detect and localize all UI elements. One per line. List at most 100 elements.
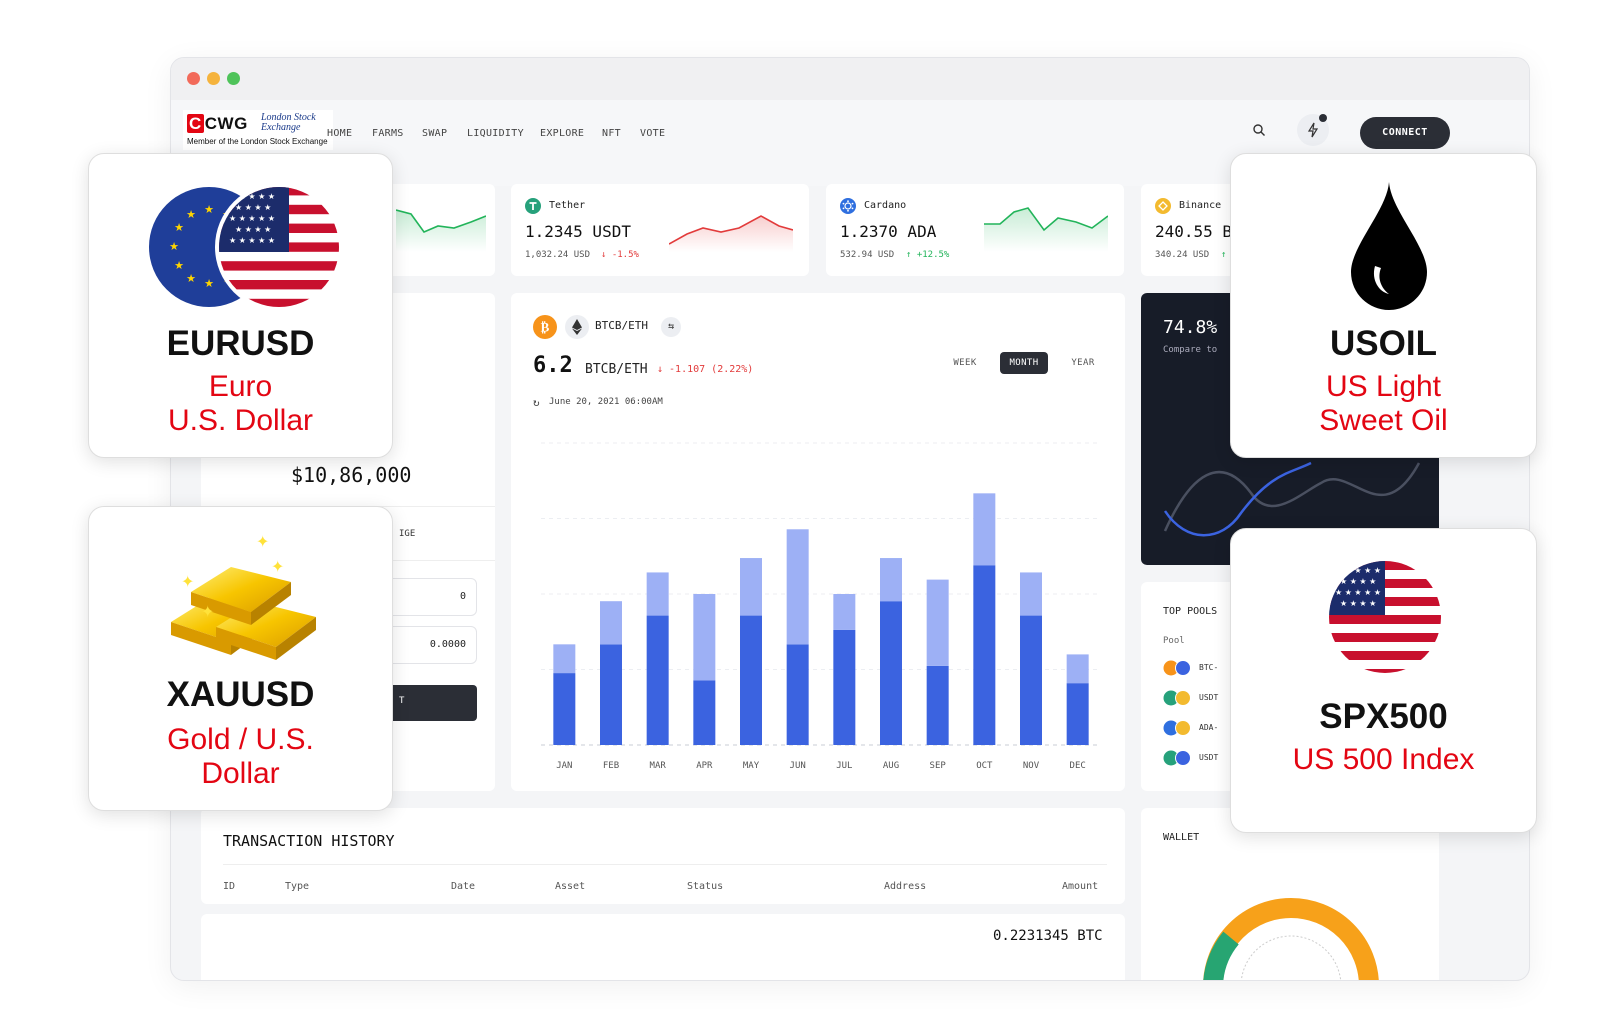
swap-tab-label[interactable]: IGE: [399, 529, 416, 539]
svg-text:★ ★ ★ ★ ★: ★ ★ ★ ★ ★: [1335, 588, 1381, 597]
svg-text:★ ★ ★ ★ ★: ★ ★ ★ ★ ★: [229, 236, 275, 245]
coin-usd-value: 1,032.24 USD: [525, 250, 591, 260]
ticker-card-tether[interactable]: Tether 1.2345 USDT 1,032.24 USD ↓ -1.5%: [511, 184, 809, 276]
logo-main-text: C CWG: [187, 114, 248, 133]
bar-apr-series-2[interactable]: [693, 594, 716, 681]
coin-name: Tether: [549, 200, 586, 211]
search-icon[interactable]: [1252, 122, 1266, 141]
bar-oct-series-1[interactable]: [973, 565, 996, 745]
tether-icon: [525, 198, 541, 214]
swap-pair-icon[interactable]: ⇆: [661, 317, 681, 337]
bar-feb-series-2[interactable]: [600, 601, 622, 645]
transaction-history-title: TRANSACTION HISTORY: [223, 832, 395, 850]
logo-subtitle: Member of the London Stock Exchange: [187, 137, 328, 146]
bar-jul-series-1[interactable]: [833, 629, 856, 745]
column-header-asset[interactable]: Asset: [555, 881, 586, 892]
pool-pair-icon: [1163, 720, 1191, 736]
bar-feb-series-1[interactable]: [600, 644, 622, 745]
pool-pair-icon: [1163, 690, 1191, 706]
pool-row[interactable]: ADA-: [1163, 720, 1218, 740]
xauusd-card[interactable]: ✦ ✦ ✦ ✦ XAUUSD Gold / U.S. Dollar: [88, 506, 393, 811]
bar-nov-series-1[interactable]: [1020, 615, 1042, 745]
bar-dec-series-2[interactable]: [1066, 654, 1089, 684]
pool-row[interactable]: USDT: [1163, 690, 1218, 710]
bar-jan-series-2[interactable]: [553, 644, 576, 674]
x-tick-label: FEB: [603, 761, 619, 771]
bar-mar-series-2[interactable]: [646, 572, 669, 616]
chart-timestamp: June 20, 2021 06:00AM: [549, 397, 663, 407]
pool-row[interactable]: BTC-: [1163, 660, 1218, 680]
wallet-donut-chart: [1203, 898, 1379, 980]
bar-aug-series-2[interactable]: [880, 558, 902, 602]
bar-jun-series-1[interactable]: [786, 644, 809, 745]
bar-dec-series-1[interactable]: [1066, 683, 1089, 745]
pool-pair-icon: [1163, 750, 1191, 766]
svg-text:✦: ✦: [271, 557, 284, 576]
bar-jul-series-2[interactable]: [833, 594, 856, 630]
coin-price: 1.2345 USDT: [525, 222, 631, 241]
minimize-window-button[interactable]: [207, 72, 220, 85]
nav-liquidity[interactable]: LIQUIDITY: [467, 128, 524, 139]
connect-button[interactable]: CONNECT: [1360, 117, 1450, 149]
top-navbar: C CWG London Stock Exchange Member of the…: [171, 100, 1529, 186]
nav-swap[interactable]: SWAP: [422, 128, 448, 139]
bar-may-series-1[interactable]: [740, 615, 762, 745]
nav-nft[interactable]: NFT: [602, 128, 621, 139]
us-flag-icon: ★ ★ ★ ★ ★ ★ ★ ★ ★ ★ ★ ★ ★ ★ ★ ★ ★ ★: [1329, 561, 1441, 673]
svg-text:✦: ✦: [256, 532, 269, 551]
gold-bars-icon: ✦✦✦✦: [171, 532, 316, 660]
nav-vote[interactable]: VOTE: [640, 128, 666, 139]
eurusd-card[interactable]: ★ ★ ★ ★ ★ ★ ★ ★ ★ ★ ★ ★ ★ ★ ★ ★ ★ ★ ★ ★ ★ ★ ★ ★ ★…: [88, 153, 393, 458]
column-header-date[interactable]: Date: [451, 881, 476, 892]
tether-sparkline: [669, 215, 793, 252]
tab-month[interactable]: MONTH: [1000, 352, 1048, 374]
column-header-address[interactable]: Address: [884, 881, 927, 892]
bar-oct-series-2[interactable]: [973, 493, 996, 566]
tab-week[interactable]: WEEK: [953, 358, 977, 368]
ticker-card-cardano[interactable]: Cardano 1.2370 ADA 532.94 USD ↑ +12.5%: [826, 184, 1124, 276]
column-header-amount[interactable]: Amount: [1062, 881, 1099, 892]
svg-text:★ ★ ★ ★: ★ ★ ★ ★: [1340, 599, 1376, 608]
bar-aug-series-1[interactable]: [880, 601, 902, 745]
spx500-card[interactable]: ★ ★ ★ ★ ★ ★ ★ ★ ★ ★ ★ ★ ★ ★ ★ ★ ★ ★ SPX500…: [1230, 528, 1537, 833]
bar-sep-series-1[interactable]: [926, 665, 949, 745]
close-window-button[interactable]: [187, 72, 200, 85]
nav-explore[interactable]: EXPLORE: [540, 128, 585, 139]
column-header-id[interactable]: ID: [223, 881, 236, 892]
chart-change: ↓ -1.107 (2.22%): [657, 364, 754, 375]
bar-jun-series-2[interactable]: [786, 529, 809, 645]
usoil-card[interactable]: USOIL US Light Sweet Oil: [1230, 153, 1537, 458]
bar-apr-series-1[interactable]: [693, 680, 716, 745]
x-tick-label: NOV: [1023, 761, 1040, 771]
bar-jan-series-1[interactable]: [553, 673, 576, 745]
cwg-logo[interactable]: C CWG London Stock Exchange Member of the…: [183, 110, 333, 150]
svg-text:★ ★ ★ ★ ★: ★ ★ ★ ★ ★: [229, 192, 275, 201]
performance-value: 74.8%: [1163, 317, 1218, 338]
binance-icon: [1155, 198, 1171, 214]
bar-mar-series-1[interactable]: [646, 615, 669, 745]
pool-row[interactable]: USDT: [1163, 750, 1218, 770]
bar-sep-series-2[interactable]: [926, 579, 949, 666]
coin-change: ↑ +12.5%: [906, 250, 950, 260]
lightning-icon[interactable]: [1297, 114, 1329, 146]
bar-may-series-2[interactable]: [740, 558, 762, 616]
usoil-description-line1: US Light: [1325, 370, 1442, 403]
maximize-window-button[interactable]: [227, 72, 240, 85]
table-row[interactable]: 0.2231345 BTC: [201, 914, 1125, 980]
eurusd-description-line2: U.S. Dollar: [167, 404, 314, 437]
nav-farms[interactable]: FARMS: [372, 128, 404, 139]
bar-nov-series-2[interactable]: [1020, 572, 1042, 616]
transaction-amount: 0.2231345 BTC: [993, 928, 1103, 944]
column-header-type[interactable]: Type: [285, 881, 310, 892]
coin-change-arrow: ↑: [1221, 250, 1227, 260]
wallet-title: WALLET: [1163, 832, 1200, 843]
svg-text:✦: ✦: [201, 602, 214, 621]
xauusd-symbol: XAUUSD: [166, 675, 315, 714]
window-titlebar: [171, 58, 1529, 100]
tab-year[interactable]: YEAR: [1071, 358, 1095, 368]
nav-home[interactable]: HOME: [327, 128, 353, 139]
refresh-icon[interactable]: ↻: [533, 396, 540, 409]
column-header-status[interactable]: Status: [687, 881, 724, 892]
x-tick-label: OCT: [976, 761, 993, 771]
usoil-description-line2: Sweet Oil: [1319, 404, 1448, 437]
